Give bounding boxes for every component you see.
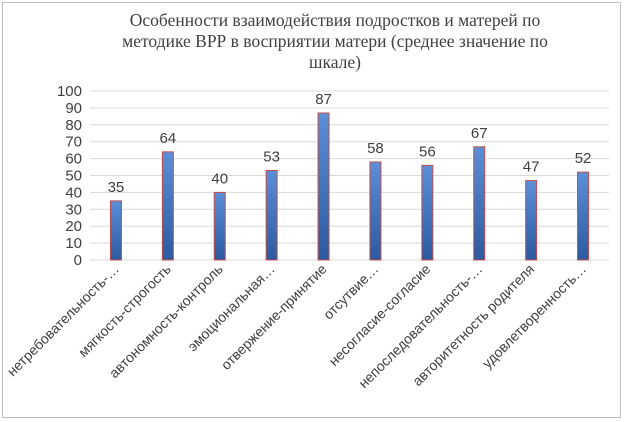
bar — [577, 171, 590, 261]
bar — [421, 164, 434, 261]
chart-title: Особенности взаимодействия подростков и … — [122, 10, 548, 72]
data-label: 67 — [471, 125, 488, 142]
x-tick-label: эмоциональная… — [184, 261, 278, 355]
data-label: 53 — [263, 148, 280, 165]
x-tick-label: удовлетворенность… — [479, 261, 589, 371]
data-label: 52 — [575, 150, 592, 167]
bar — [369, 161, 382, 261]
bar — [161, 151, 174, 261]
y-tick-label: 80 — [65, 117, 82, 134]
y-tick-label: 40 — [65, 184, 82, 201]
y-tick-label: 90 — [65, 100, 82, 117]
data-label: 35 — [108, 179, 125, 196]
data-label: 87 — [315, 91, 332, 108]
data-label: 58 — [367, 140, 384, 157]
y-tick-label: 50 — [65, 168, 82, 185]
y-tick-label: 30 — [65, 201, 82, 218]
bar — [109, 200, 122, 261]
bar — [317, 112, 330, 261]
x-tick-label: мягкость-строгость — [75, 261, 174, 360]
bar — [213, 191, 226, 261]
y-tick-label: 10 — [65, 235, 82, 252]
bar — [473, 146, 486, 261]
x-tick-label: отвержение-принятие — [218, 261, 330, 373]
y-tick-label: 0 — [74, 252, 82, 269]
data-label: 64 — [160, 130, 177, 147]
bar — [525, 180, 538, 261]
y-tick-label: 100 — [57, 83, 82, 100]
chart-frame — [2, 2, 621, 418]
x-tick-label: несогласие-согласие — [325, 261, 433, 369]
bar — [265, 169, 278, 261]
data-label: 56 — [419, 143, 436, 160]
data-label: 47 — [523, 159, 540, 176]
y-tick-label: 70 — [65, 134, 82, 151]
data-label: 40 — [211, 170, 228, 187]
y-tick-label: 20 — [65, 218, 82, 235]
y-tick-label: 60 — [65, 151, 82, 168]
